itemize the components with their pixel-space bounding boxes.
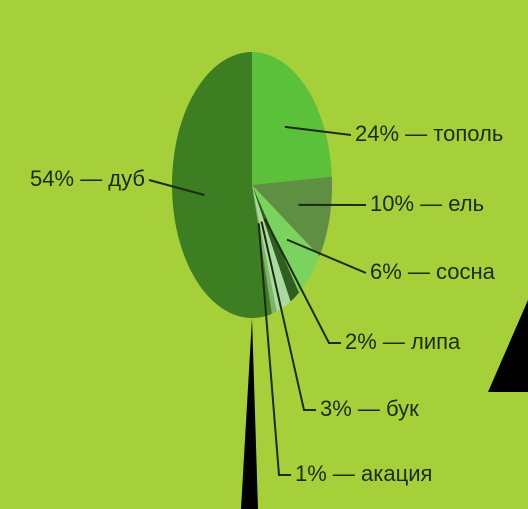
slice-label: 6% — сосна <box>370 259 496 284</box>
slice-label: 1% — акация <box>295 461 432 486</box>
slice-label: 54% — дуб <box>30 166 145 191</box>
chart: 24% — тополь 10% — ель 6% — сосна 2% — липа… <box>0 0 528 509</box>
pie <box>172 52 332 318</box>
slice-label: 3% — бук <box>320 396 419 421</box>
slice-label: 2% — липа <box>345 329 461 354</box>
slice-label: 24% — тополь <box>355 121 503 146</box>
slice-label: 10% — ель <box>370 191 484 216</box>
